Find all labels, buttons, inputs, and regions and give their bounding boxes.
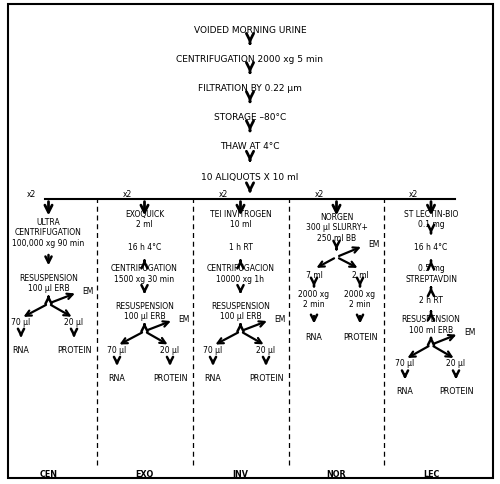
Text: EM: EM [274, 314, 286, 323]
Text: THAW AT 4°C: THAW AT 4°C [220, 142, 280, 151]
Text: NOR: NOR [326, 469, 346, 478]
Text: RNA: RNA [306, 332, 322, 341]
Text: 2 ml: 2 ml [352, 271, 368, 279]
Text: CENTRIFUGACION
10000 xg 1h: CENTRIFUGACION 10000 xg 1h [206, 264, 274, 283]
Text: PROTEIN: PROTEIN [439, 387, 473, 395]
Text: RNA: RNA [204, 373, 222, 382]
Text: 16 h 4°C: 16 h 4°C [128, 242, 161, 251]
Text: x2: x2 [314, 190, 324, 199]
Text: RNA: RNA [396, 387, 413, 395]
Text: RESUSPENSION
100 ml ERB: RESUSPENSION 100 ml ERB [402, 315, 460, 334]
Text: 16 h 4°C: 16 h 4°C [414, 242, 448, 251]
Text: 70 µl: 70 µl [12, 318, 30, 326]
Text: 70 µl: 70 µl [396, 359, 414, 367]
Text: RESUSPENSION
100 µl ERB: RESUSPENSION 100 µl ERB [19, 273, 78, 293]
Text: 1 h RT: 1 h RT [228, 242, 252, 251]
Text: STORAGE –80°C: STORAGE –80°C [214, 113, 286, 121]
Text: EXQ: EXQ [136, 469, 154, 478]
Text: 2 h RT: 2 h RT [419, 296, 443, 304]
Text: ULTRA
CENTRIFUGATION
100,000 xg 90 min: ULTRA CENTRIFUGATION 100,000 xg 90 min [12, 217, 85, 247]
Text: 2000 xg
2 min: 2000 xg 2 min [298, 289, 330, 309]
Text: PROTEIN: PROTEIN [153, 373, 187, 382]
Text: EXOQUICK
2 ml: EXOQUICK 2 ml [125, 209, 164, 228]
Text: EM: EM [464, 328, 475, 336]
Text: VOIDED MORNING URINE: VOIDED MORNING URINE [194, 26, 306, 34]
Text: x2: x2 [218, 190, 228, 199]
Text: PROTEIN: PROTEIN [343, 332, 378, 341]
Text: EM: EM [178, 314, 190, 323]
Text: 20 µl: 20 µl [160, 345, 180, 354]
Text: 20 µl: 20 µl [64, 318, 84, 326]
Text: EM: EM [82, 287, 94, 295]
Text: RESUSPENSION
100 µl ERB: RESUSPENSION 100 µl ERB [211, 301, 270, 320]
Text: PROTEIN: PROTEIN [57, 345, 91, 354]
Text: CENTRIFUGATION 2000 xg 5 min: CENTRIFUGATION 2000 xg 5 min [176, 55, 324, 63]
Text: x2: x2 [122, 190, 132, 199]
Text: 2000 xg
2 min: 2000 xg 2 min [344, 289, 376, 309]
Text: ST LECTIN-BIO
0.1 mg: ST LECTIN-BIO 0.1 mg [404, 209, 458, 228]
Text: 70 µl: 70 µl [204, 345, 223, 354]
Text: EM: EM [368, 240, 380, 249]
Text: 10 ALIQUOTS X 10 ml: 10 ALIQUOTS X 10 ml [202, 172, 298, 181]
Text: TEI INVITROGEN
10 ml: TEI INVITROGEN 10 ml [210, 209, 272, 228]
Text: x2: x2 [409, 190, 418, 199]
Text: RESUSPENSION
100 µl ERB: RESUSPENSION 100 µl ERB [115, 301, 174, 320]
Text: NORGEN
300 µl SLURRY+
250 ml BB: NORGEN 300 µl SLURRY+ 250 ml BB [306, 212, 368, 242]
Text: FILTRATION BY 0.22 µm: FILTRATION BY 0.22 µm [198, 84, 302, 92]
Text: PROTEIN: PROTEIN [249, 373, 283, 382]
Text: 7 ml: 7 ml [306, 271, 322, 279]
Text: x2: x2 [26, 190, 36, 199]
Text: CENTRIFUGATION
1500 xg 30 min: CENTRIFUGATION 1500 xg 30 min [111, 264, 178, 283]
Text: 20 µl: 20 µl [256, 345, 276, 354]
Text: 20 µl: 20 µl [446, 359, 466, 367]
Text: LEC: LEC [423, 469, 439, 478]
Text: RNA: RNA [12, 345, 29, 354]
Text: RNA: RNA [108, 373, 126, 382]
Text: CEN: CEN [40, 469, 58, 478]
Text: INV: INV [232, 469, 248, 478]
Text: 70 µl: 70 µl [108, 345, 126, 354]
Text: 0.5 mg
STREPTAVDIN: 0.5 mg STREPTAVDIN [405, 264, 457, 283]
